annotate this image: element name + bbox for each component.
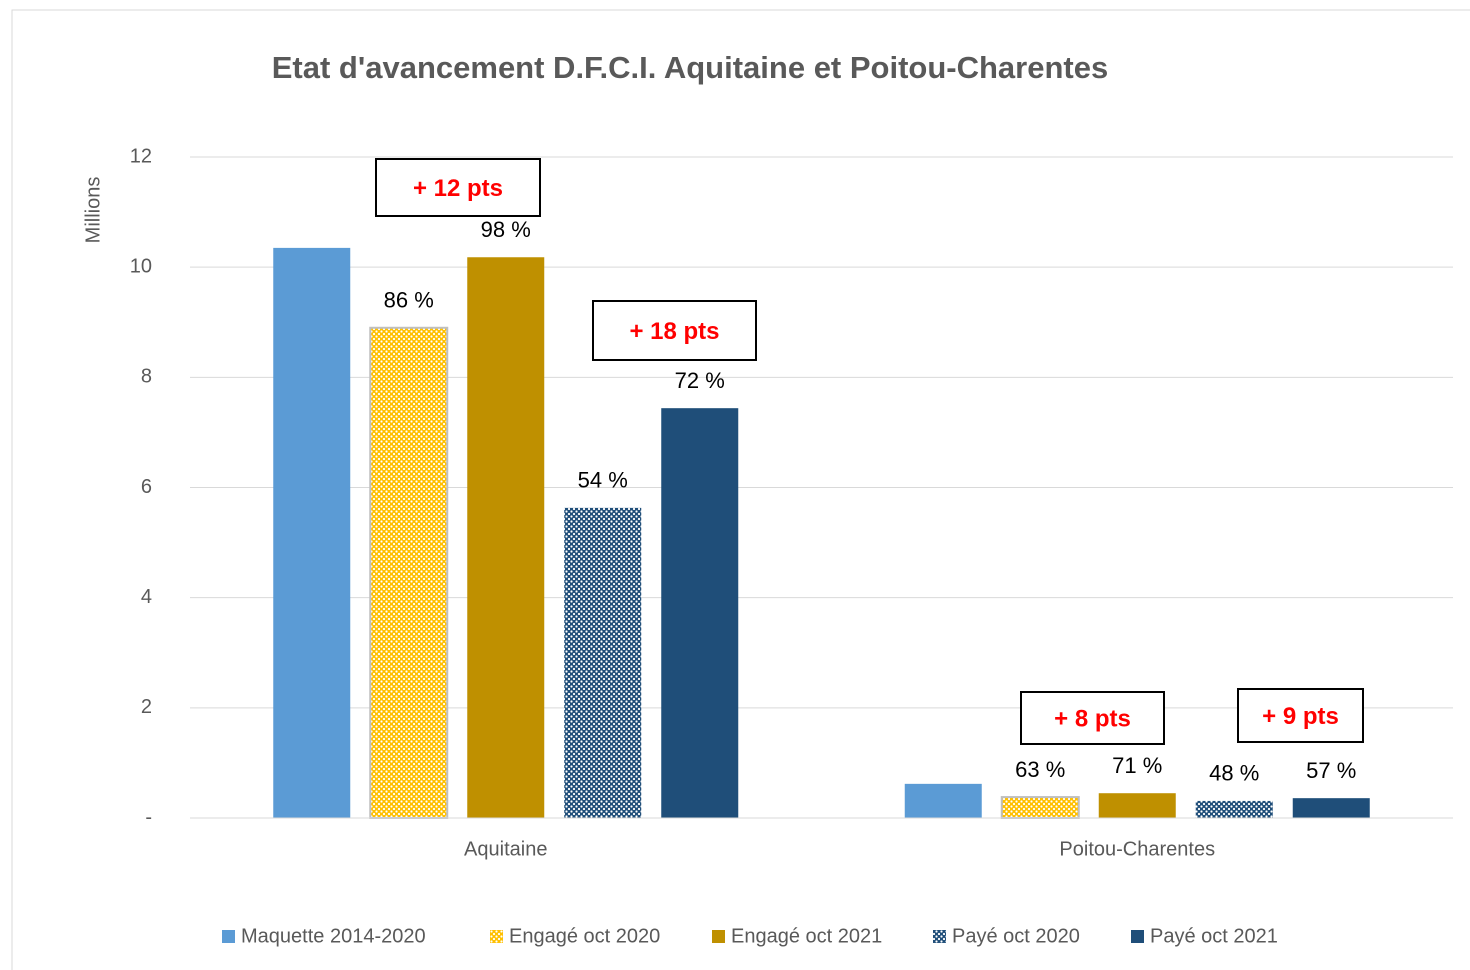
data-label: 98 %: [481, 217, 531, 242]
data-label: 57 %: [1306, 758, 1356, 783]
bar: [467, 257, 545, 818]
annotation: + 8 pts: [1054, 705, 1131, 732]
annotation: + 18 pts: [629, 318, 719, 345]
bar: [1098, 793, 1176, 818]
chart-title: Etat d'avancement D.F.C.I. Aquitaine et …: [272, 50, 1108, 85]
y-tick-label: 4: [141, 586, 152, 608]
data-label: 63 %: [1015, 757, 1065, 782]
x-tick-label: Poitou-Charentes: [1059, 838, 1215, 860]
data-label: 72 %: [675, 368, 725, 393]
bar: [1292, 798, 1370, 818]
chart-border: [11, 9, 1470, 970]
data-label: 48 %: [1209, 761, 1259, 786]
annotation-box: [375, 158, 541, 217]
y-tick-label: 6: [141, 476, 152, 498]
legend-swatch: [222, 930, 235, 943]
bar: [1195, 800, 1273, 818]
legend-label: Engagé oct 2020: [509, 925, 660, 947]
bar: [273, 247, 351, 818]
legend-label: Engagé oct 2021: [731, 925, 882, 947]
x-tick-label: Aquitaine: [464, 838, 547, 860]
y-tick-label: 12: [130, 145, 152, 167]
y-tick-label: 2: [141, 696, 152, 718]
legend-swatch: [933, 930, 946, 943]
bar: [904, 783, 982, 818]
bar: [661, 408, 739, 818]
y-tick-label: 8: [141, 366, 152, 388]
annotation-box: [1020, 691, 1165, 745]
legend-label: Payé oct 2021: [1150, 925, 1278, 947]
legend-label: Maquette 2014-2020: [241, 925, 426, 947]
legend-swatch: [1131, 930, 1144, 943]
annotation-box: [592, 300, 757, 361]
y-tick-label: -: [145, 806, 152, 828]
y-tick-label: 10: [130, 255, 152, 277]
legend-label: Payé oct 2020: [952, 925, 1080, 947]
annotation-box: [1237, 688, 1364, 743]
y-axis-label: Millions: [82, 177, 104, 244]
legend-swatch: [490, 930, 503, 943]
annotation: + 9 pts: [1262, 703, 1339, 730]
bar: [564, 507, 642, 818]
data-label: 54 %: [578, 468, 628, 493]
bar: [369, 326, 449, 819]
bar: [1000, 796, 1080, 820]
data-label: 86 %: [384, 288, 434, 313]
annotation: + 12 pts: [413, 175, 503, 202]
data-label: 71 %: [1112, 753, 1162, 778]
legend-swatch: [712, 930, 725, 943]
